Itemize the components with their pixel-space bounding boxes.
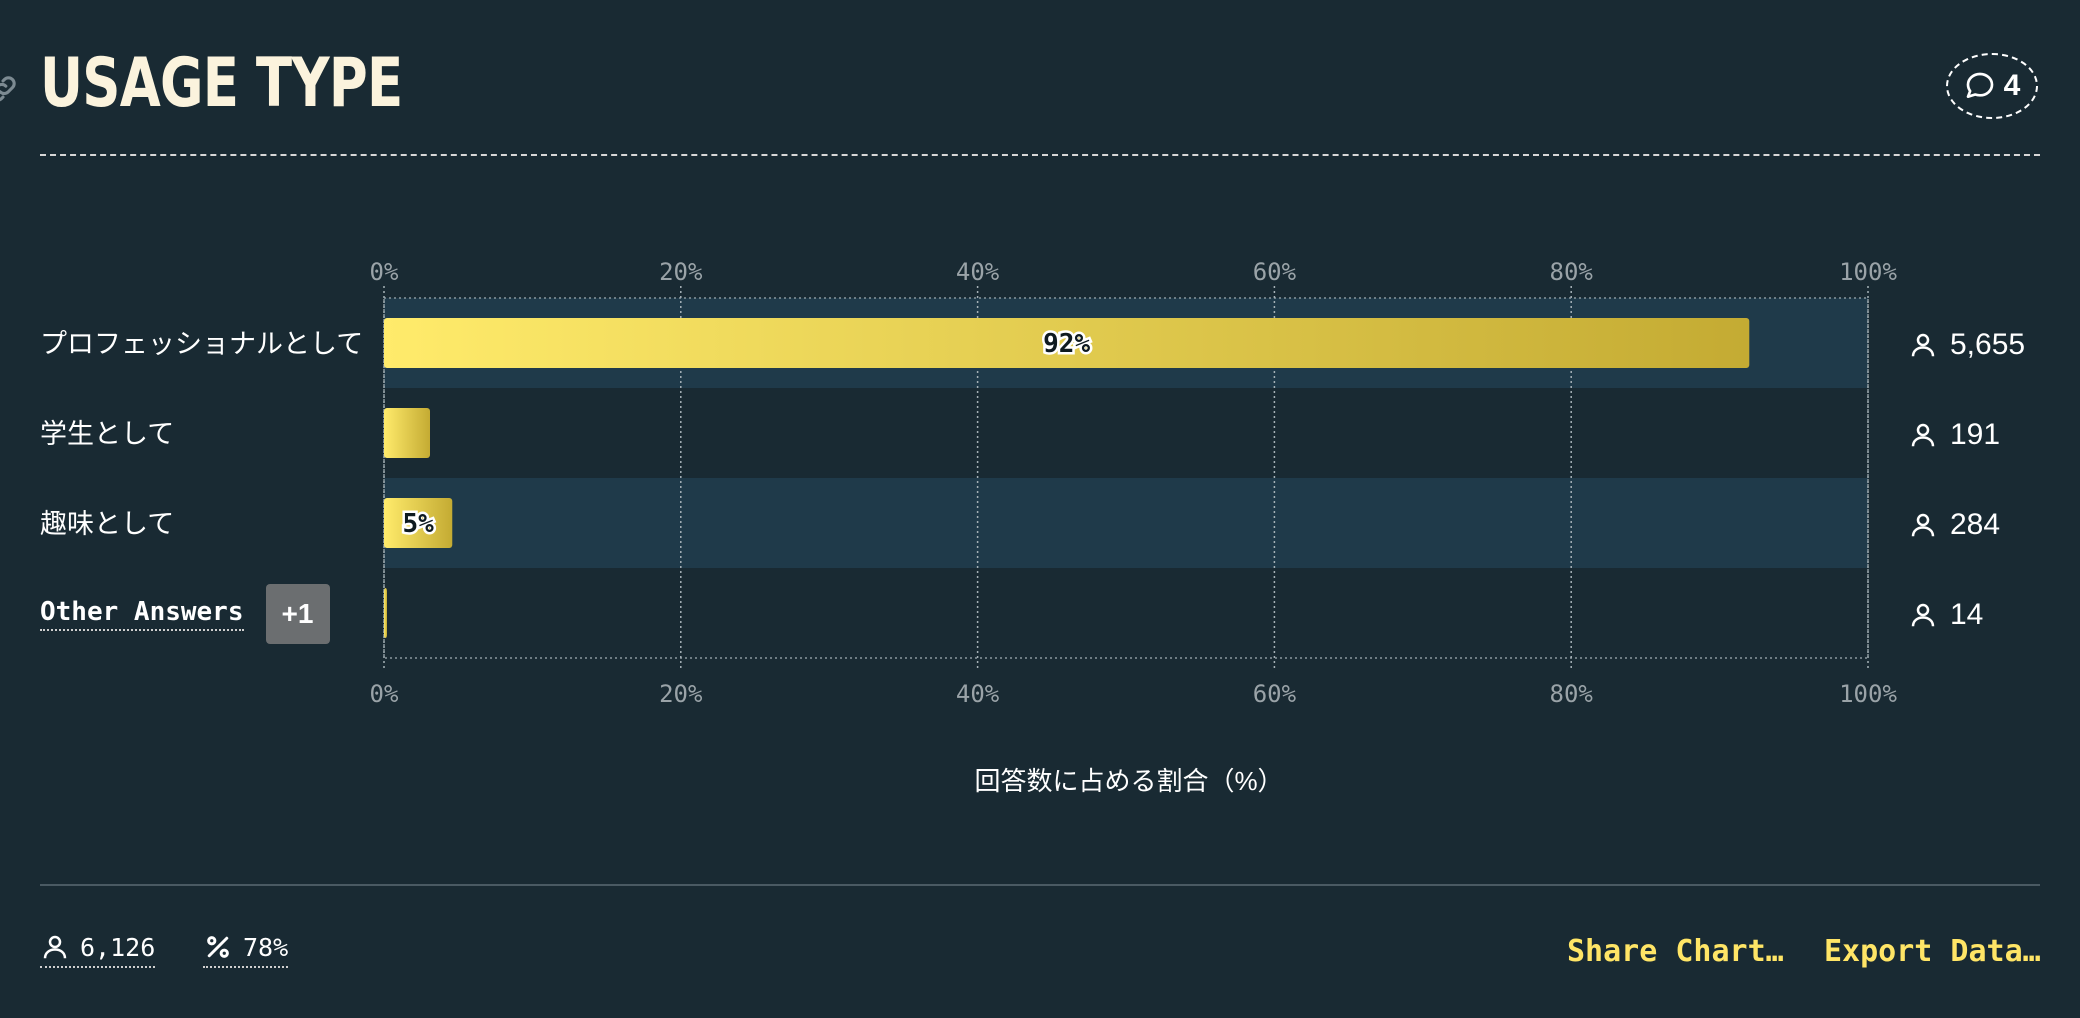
comments-button[interactable]: 4 bbox=[1946, 53, 2038, 119]
respondents-value: 6,126 bbox=[80, 932, 156, 962]
category-label-professional: プロフェッショナルとして bbox=[40, 329, 364, 359]
x-tick-label-top: 20% bbox=[659, 258, 703, 286]
header-divider bbox=[40, 154, 2040, 156]
link-icon[interactable] bbox=[0, 72, 20, 106]
footer-divider bbox=[40, 884, 2040, 886]
bar[interactable] bbox=[384, 498, 453, 548]
x-tick-label-bottom: 0% bbox=[370, 680, 399, 708]
x-tick-label-top: 60% bbox=[1253, 258, 1297, 286]
count-other: 14 bbox=[1908, 595, 1983, 635]
count-value: 284 bbox=[1950, 508, 2001, 541]
category-label-hobby: 趣味として bbox=[40, 509, 175, 539]
share-chart-button[interactable]: Share Chart… bbox=[1567, 934, 1784, 969]
count-value: 191 bbox=[1950, 418, 2001, 451]
x-tick-label-bottom: 60% bbox=[1253, 680, 1297, 708]
comment-count: 4 bbox=[2003, 69, 2021, 102]
other-answers-row: Other Answers +1 bbox=[40, 584, 330, 644]
respondents-stat[interactable]: 6,126 bbox=[40, 932, 156, 968]
count-hobby: 284 bbox=[1908, 505, 2000, 545]
person-icon bbox=[1911, 513, 1935, 537]
bar-chart: 92% 5% 0% 20% 40% 60% 80% 100% 0% 20% 40% 60% 80% 1… bbox=[370, 258, 1898, 796]
person-icon bbox=[43, 935, 67, 959]
count-professional: 5,655 bbox=[1908, 325, 2025, 365]
count-student: 191 bbox=[1908, 415, 2000, 455]
percent-icon bbox=[207, 936, 229, 958]
bar-value-label: 92% bbox=[1043, 329, 1090, 359]
x-axis-title: 回答数に占める割合（%） bbox=[974, 766, 1283, 796]
percentage-stat[interactable]: 78% bbox=[203, 932, 289, 968]
count-value: 14 bbox=[1950, 598, 1984, 631]
export-data-button[interactable]: Export Data… bbox=[1824, 934, 2041, 969]
category-label-student: 学生として bbox=[40, 419, 175, 449]
row-band bbox=[384, 478, 1868, 568]
x-tick-label-top: 80% bbox=[1550, 258, 1594, 286]
x-tick-label-top: 40% bbox=[956, 258, 1000, 286]
other-answers-link[interactable]: Other Answers bbox=[40, 597, 244, 631]
x-tick-label-bottom: 100% bbox=[1839, 680, 1897, 708]
count-value: 5,655 bbox=[1950, 328, 2026, 361]
bar[interactable] bbox=[384, 588, 387, 638]
other-answers-more-badge[interactable]: +1 bbox=[265, 584, 330, 644]
percentage-value: 78% bbox=[243, 932, 289, 962]
person-icon bbox=[1911, 333, 1935, 357]
x-tick-label-bottom: 80% bbox=[1550, 680, 1594, 708]
x-tick-label-bottom: 40% bbox=[956, 680, 1000, 708]
x-tick-label-top: 0% bbox=[370, 258, 399, 286]
bar[interactable] bbox=[384, 318, 1750, 368]
person-icon bbox=[1911, 423, 1935, 447]
bar[interactable] bbox=[384, 408, 431, 458]
x-tick-label-top: 100% bbox=[1839, 258, 1897, 286]
page-title: USAGE TYPE bbox=[40, 44, 403, 123]
x-tick-label-bottom: 20% bbox=[659, 680, 703, 708]
speech-bubble-icon bbox=[1966, 72, 1993, 98]
plot-frame bbox=[383, 297, 1869, 659]
person-icon bbox=[1911, 603, 1935, 627]
bar-value-label: 5% bbox=[402, 509, 434, 539]
